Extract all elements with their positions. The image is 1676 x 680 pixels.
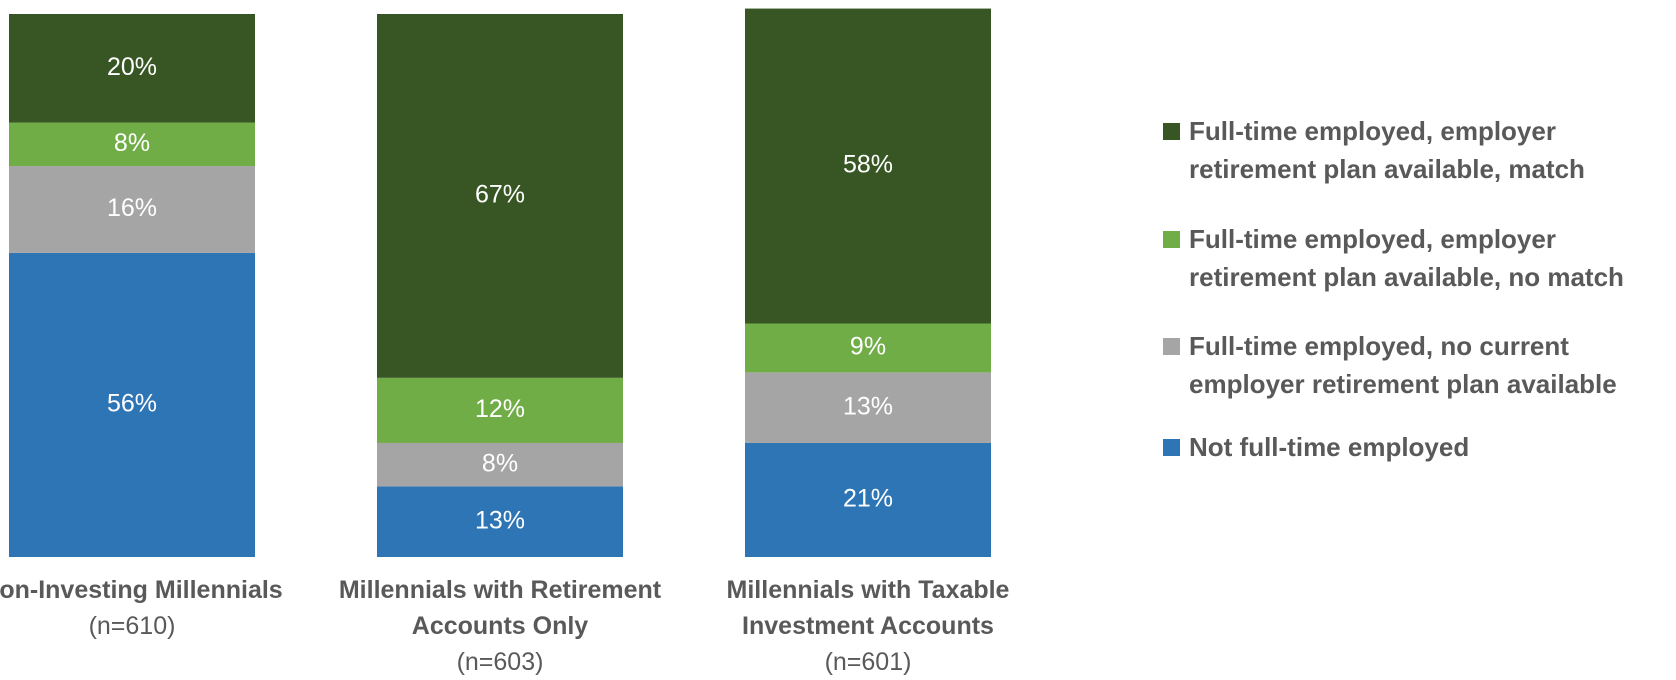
bar-segment [745, 442, 991, 557]
legend-swatch [1163, 231, 1180, 248]
bar-segment [745, 8, 991, 324]
legend-label: Full-time employed, employer retirement … [1189, 224, 1624, 292]
bar-segment [9, 14, 255, 123]
value-label: 13% [843, 392, 893, 420]
value-label: 13% [475, 506, 525, 534]
category-label: Millennials with Retirement Accounts Onl… [310, 572, 690, 680]
legend-label: Not full-time employed [1189, 432, 1470, 462]
value-label: 8% [114, 129, 150, 157]
bar-segment [377, 486, 623, 557]
value-label: 9% [850, 333, 886, 361]
value-label: 58% [843, 151, 893, 179]
bar-segment [9, 166, 255, 253]
legend-item: Not full-time employed [1163, 428, 1663, 466]
legend-swatch [1163, 439, 1180, 456]
legend-item: Full-time employed, employer retirement … [1163, 112, 1663, 188]
value-label: 12% [475, 395, 525, 423]
category-note: (n=610) [88, 612, 176, 640]
value-label: 21% [843, 485, 893, 513]
bar-segment [377, 14, 623, 378]
legend-item: Full-time employed, no current employer … [1163, 327, 1663, 403]
bar-segment [745, 372, 991, 443]
value-label: 16% [107, 194, 157, 222]
category-name: Millennials with Taxable Investment Acco… [726, 576, 1010, 640]
category-name: Non-Investing Millennials [0, 576, 283, 604]
bar-segment [745, 323, 991, 373]
legend-item: Full-time employed, employer retirement … [1163, 220, 1663, 296]
legend-swatch [1163, 123, 1180, 140]
category-note: (n=603) [456, 648, 544, 676]
bar-segment [9, 252, 255, 558]
value-label: 8% [482, 449, 518, 477]
value-label: 20% [107, 53, 157, 81]
category-note: (n=601) [824, 648, 912, 676]
bar-segment [9, 122, 255, 167]
legend-label: Full-time employed, no current employer … [1189, 331, 1617, 399]
legend-swatch [1163, 338, 1180, 355]
bar-segment [377, 442, 623, 487]
bar-segment [377, 377, 623, 443]
value-label: 67% [475, 181, 525, 209]
category-name: Millennials with Retirement Accounts Onl… [338, 576, 662, 640]
category-label: Non-Investing Millennials (n=610) [0, 572, 322, 644]
value-label: 56% [107, 390, 157, 418]
category-label: Millennials with Taxable Investment Acco… [678, 572, 1058, 680]
legend-label: Full-time employed, employer retirement … [1189, 116, 1585, 184]
